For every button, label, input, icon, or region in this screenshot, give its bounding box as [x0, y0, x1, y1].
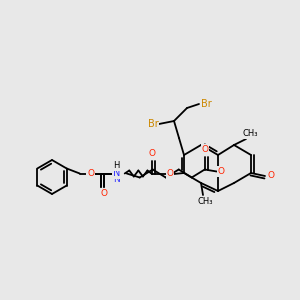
Text: O: O	[217, 167, 224, 176]
Text: O: O	[148, 149, 155, 158]
Text: H: H	[114, 164, 120, 172]
Text: Br: Br	[201, 99, 212, 109]
Text: O: O	[100, 189, 107, 198]
Text: O: O	[100, 189, 107, 198]
Text: H: H	[113, 161, 120, 170]
Text: O: O	[268, 172, 274, 181]
Text: Br: Br	[148, 119, 158, 129]
Text: N: N	[113, 175, 120, 184]
Text: O: O	[87, 169, 94, 178]
Text: N: N	[113, 169, 120, 178]
Text: O: O	[86, 169, 93, 178]
Text: O: O	[201, 145, 208, 154]
Text: CH₃: CH₃	[242, 130, 258, 139]
Text: O: O	[167, 169, 173, 178]
Text: CH₃: CH₃	[197, 196, 213, 206]
